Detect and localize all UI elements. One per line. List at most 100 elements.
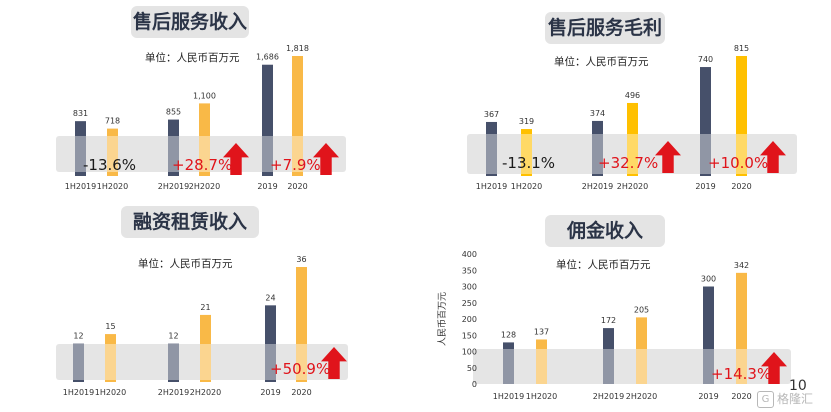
- category-label: 2H2019: [158, 388, 189, 397]
- bar-band-overlay: [736, 349, 747, 384]
- category-label: 1H2020: [511, 182, 542, 191]
- bar-band-overlay: [700, 134, 711, 174]
- up-arrow-icon: [760, 141, 786, 173]
- category-label: 2H2020: [189, 182, 220, 191]
- category-label: 1H2019: [493, 392, 524, 401]
- chart-title: 佣金收入: [545, 215, 665, 247]
- bar: [603, 328, 614, 384]
- bar-band-overlay: [592, 134, 603, 174]
- bar-value-label: 36: [296, 255, 306, 264]
- category-label: 2019: [698, 392, 718, 401]
- bar-value-label: 831: [73, 109, 88, 118]
- category-label: 2H2019: [158, 182, 189, 191]
- bar: [700, 67, 711, 176]
- bar-band-overlay: [627, 134, 638, 174]
- category-label: 1H2020: [526, 392, 557, 401]
- watermark: G 格隆汇: [757, 390, 813, 408]
- y-tick-label: 50: [467, 364, 477, 373]
- bar-value-label: 740: [698, 55, 713, 64]
- growth-label: +32.7%: [598, 154, 658, 172]
- bar: [107, 128, 118, 176]
- growth-label: +7.9%: [270, 156, 321, 174]
- category-label: 2019: [695, 182, 715, 191]
- bar-value-label: 1,818: [286, 44, 309, 53]
- category-label: 1H2019: [65, 182, 96, 191]
- bar-band-overlay: [536, 349, 547, 384]
- y-tick-label: 350: [462, 266, 477, 275]
- growth-label: -13.1%: [502, 154, 555, 172]
- growth-label: +10.0%: [708, 154, 768, 172]
- bar: [536, 339, 547, 384]
- y-tick-label: 200: [462, 315, 477, 324]
- chart-panel-commission-revenue: 佣金收入 单位：人民币百万元 0 50 100 150 200 250 300 350 400 人…: [415, 206, 831, 412]
- bar-band-overlay: [636, 349, 647, 384]
- bar-chart: 367 1H2019 319 1H2020 374 2H2019 496 2H2020 740 2…: [467, 44, 797, 191]
- chart-title: 售后服务收入: [131, 6, 249, 38]
- bar-value-label: 300: [701, 275, 716, 284]
- y-tick-label: 150: [462, 331, 477, 340]
- bar-value-label: 12: [168, 332, 178, 341]
- bar-chart: 831 1H2019 718 1H2020 855 2H2019 1,100 2H2020 1,…: [56, 44, 346, 191]
- bar-value-label: 172: [601, 316, 616, 325]
- chart-panel-aftersales-revenue: 售后服务收入 单位：人民币百万元 831 1H2019 718 1H2020 855 2H…: [0, 0, 415, 206]
- bar-value-label: 205: [634, 305, 649, 314]
- y-tick-label: 0: [472, 380, 477, 389]
- category-label: 2020: [287, 182, 307, 191]
- chart-panel-aftersales-gross-profit: 售后服务毛利 单位：人民币百万元 367 1H2019 319 1H2020 374 2H…: [415, 0, 831, 206]
- category-label: 1H2020: [97, 182, 128, 191]
- category-label: 2019: [257, 182, 277, 191]
- chart-title: 售后服务毛利: [545, 12, 665, 44]
- bar-band-overlay: [105, 344, 116, 380]
- bar-value-label: 12: [73, 332, 83, 341]
- bar: [168, 119, 179, 176]
- bar-band-overlay: [486, 134, 497, 174]
- bar: [265, 305, 276, 382]
- bar-value-label: 1,686: [256, 53, 279, 62]
- bar: [199, 103, 210, 176]
- watermark-text: 格隆汇: [777, 392, 814, 406]
- bar-band-overlay: [296, 344, 307, 380]
- bar-band-overlay: [107, 136, 118, 172]
- page-number: 10: [789, 378, 807, 394]
- unit-label: 单位：人民币百万元: [145, 52, 240, 64]
- bar-value-label: 718: [105, 117, 120, 126]
- bar: [262, 64, 273, 176]
- bar-value-label: 342: [734, 261, 749, 270]
- category-label: 1H2019: [476, 182, 507, 191]
- bar-band-overlay: [521, 134, 532, 174]
- bar: [73, 343, 84, 382]
- up-arrow-icon: [223, 143, 249, 175]
- category-label: 2020: [731, 392, 751, 401]
- bar-band-overlay: [603, 349, 614, 384]
- bar-value-label: 367: [484, 110, 499, 119]
- bar-value-label: 815: [734, 44, 749, 53]
- bar: [592, 120, 603, 176]
- bar-value-label: 374: [590, 109, 605, 118]
- up-arrow-icon: [321, 347, 347, 379]
- category-label: 1H2019: [63, 388, 94, 397]
- category-label: 2H2020: [626, 392, 657, 401]
- unit-label: 单位：人民币百万元: [138, 258, 233, 270]
- category-label: 2020: [291, 388, 311, 397]
- bar-band-overlay: [262, 136, 273, 172]
- bar-value-label: 15: [105, 322, 115, 331]
- bar: [736, 272, 747, 384]
- category-label: 2H2019: [582, 182, 613, 191]
- bar: [292, 56, 303, 176]
- bar-band-overlay: [736, 134, 747, 174]
- bar-band-overlay: [199, 136, 210, 172]
- category-label: 2H2020: [617, 182, 648, 191]
- y-tick-label: 300: [462, 283, 477, 292]
- bar: [296, 267, 307, 382]
- bar: [636, 317, 647, 384]
- category-label: 1H2020: [95, 388, 126, 397]
- bar-value-label: 128: [501, 330, 516, 339]
- y-tick-label: 250: [462, 299, 477, 308]
- category-label: 2019: [260, 388, 280, 397]
- bar-chart: 12 1H2019 15 1H2020 12 2H2019 21 2H2020 24 2019 36…: [56, 255, 348, 397]
- bar: [503, 342, 514, 384]
- category-label: 2020: [731, 182, 751, 191]
- growth-label: +14.3%: [711, 365, 771, 383]
- growth-label: -13.6%: [83, 156, 136, 174]
